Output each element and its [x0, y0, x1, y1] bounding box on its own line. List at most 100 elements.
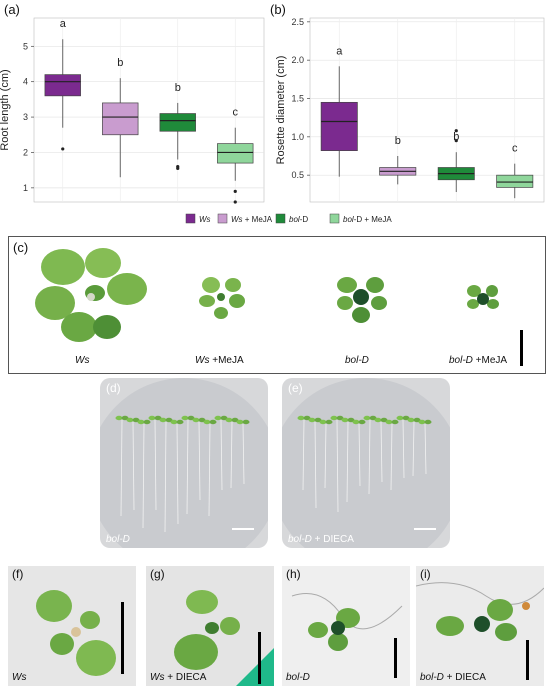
seedling-cotyledon: [236, 419, 244, 425]
caption-bol-d: bol-D: [345, 355, 369, 366]
rosette-significance-letter: b: [453, 131, 459, 143]
plate-d: (d) bol-D: [100, 378, 268, 548]
rosette-outlier: [454, 129, 458, 133]
root-length-ytick-label: 2: [23, 147, 28, 157]
seedling-cotyledon: [203, 419, 211, 425]
seedling-cotyledon: [336, 415, 344, 421]
seedling-root: [142, 423, 145, 529]
scale-bar-f: [121, 602, 124, 674]
scale-bar-h: [394, 638, 397, 678]
root-length-significance-letter: a: [60, 18, 67, 30]
panel-label-d: (d): [106, 381, 121, 395]
seedling-cotyledon: [385, 419, 393, 425]
seedling-root: [220, 419, 223, 491]
photo-i: (i) bol-D + DIECA: [416, 566, 544, 686]
seedling-root: [380, 421, 383, 483]
rosette-ytick-label: 1.5: [291, 94, 304, 104]
seedling-cotyledon: [424, 419, 432, 425]
panel-label-e: (e): [288, 381, 303, 395]
legend-swatch: [185, 213, 196, 224]
seedling-cotyledon: [121, 415, 129, 421]
seedling-cotyledon: [308, 417, 316, 423]
seedling-root: [176, 423, 179, 525]
root-length-ytick-label: 4: [23, 77, 28, 87]
seedling-root: [208, 423, 211, 517]
caption-f: Ws: [12, 672, 26, 683]
seedling-cotyledon: [165, 417, 173, 423]
rosette-box: [320, 101, 358, 151]
seedling-cotyledon: [225, 417, 233, 423]
seedling-root: [132, 421, 135, 511]
chart-legend: Ws Ws + MeJA bol-D bol-D + MeJA: [185, 213, 392, 224]
seedling-root: [302, 419, 305, 491]
rosette-significance-letter: c: [512, 143, 518, 155]
rosette-significance-letter: a: [336, 45, 343, 57]
rosette-ylabel: Rosette diameter (cm): [275, 56, 287, 165]
seedling-cotyledon: [418, 419, 426, 425]
caption-g: Ws + DIECA: [150, 672, 207, 683]
photo-f-seedling: (f) Ws: [12, 567, 124, 683]
seedling-cotyledon: [363, 415, 371, 421]
seedling-root: [412, 421, 415, 477]
rosette-ytick-label: 0.5: [291, 170, 304, 180]
seedling-cotyledon: [132, 417, 140, 423]
seedling-root: [242, 423, 245, 485]
seedling-root: [358, 423, 361, 487]
scale-bar-i: [526, 640, 529, 680]
seedling-cotyledon: [115, 415, 123, 421]
root-length-outlier: [176, 166, 180, 170]
rosette-bol-d: [337, 277, 387, 323]
panel-label-a: (a): [4, 2, 20, 17]
seedling-cotyledon: [143, 419, 151, 425]
rosette-significance-letter: b: [395, 135, 401, 147]
seedling-cotyledon: [396, 415, 404, 421]
caption-e: bol-D + DIECA: [288, 534, 354, 545]
root-length-outlier: [61, 147, 65, 151]
seedling-root: [120, 419, 123, 517]
seedling-cotyledon: [314, 417, 322, 423]
seedling-cotyledon: [347, 417, 355, 423]
panel-label-c: (c): [13, 240, 29, 255]
rosette-ytick-label: 2.5: [291, 17, 304, 27]
seedling-root: [230, 421, 233, 489]
legend-label: bol-D: [289, 215, 308, 224]
seedling-cotyledon: [369, 415, 377, 421]
root-length-ytick-label: 5: [23, 41, 28, 51]
caption-ws-meja: Ws +MeJA: [195, 355, 244, 366]
seedling-cotyledon: [187, 415, 195, 421]
seedling-cotyledon: [181, 415, 189, 421]
seedling-cotyledon: [170, 419, 178, 425]
seedling-cotyledon: [154, 415, 162, 421]
seedling-root: [324, 423, 327, 489]
root-length-box: [44, 74, 81, 97]
plate-e-seedlings: (e) bol-D + DIECA: [282, 378, 450, 548]
caption-bol-d-meja: bol-D +MeJA: [449, 355, 507, 366]
seedling-cotyledon: [176, 419, 184, 425]
panel-label-h: (h): [286, 567, 301, 581]
seedling-cotyledon: [192, 417, 200, 423]
rosette-box: [496, 174, 534, 188]
scale-bar-g: [258, 632, 261, 684]
seedling-cotyledon: [330, 415, 338, 421]
chart-rosette-diameter: 0.5 1.0 1.5 2.0 2.5 Rosette diameter (cm) a b b c: [275, 17, 545, 203]
caption-i: bol-D + DIECA: [420, 672, 486, 683]
root-length-significance-letter: b: [117, 57, 123, 69]
panel-c-rosettes: Ws Ws +MeJA bol-D bol-D +MeJA: [35, 248, 523, 366]
rosette-outlier: [454, 139, 458, 143]
root-length-box: [217, 143, 254, 164]
seedling-root: [164, 421, 167, 533]
rosette-ws: [35, 248, 147, 342]
caption-ws: Ws: [75, 355, 89, 366]
seedling-cotyledon: [380, 417, 388, 423]
seedling-cotyledon: [402, 415, 410, 421]
panel-label-f: (f): [12, 567, 23, 581]
rosette-bol-d-meja: [467, 285, 499, 309]
panel-label-b: (b): [270, 2, 286, 17]
legend-swatch: [217, 213, 228, 224]
legend-swatch: [275, 213, 286, 224]
root-length-box: [102, 102, 139, 136]
seedling-cotyledon: [341, 417, 349, 423]
root-length-plot-area: [33, 17, 265, 203]
seedling-cotyledon: [159, 417, 167, 423]
seedling-root: [368, 419, 371, 495]
